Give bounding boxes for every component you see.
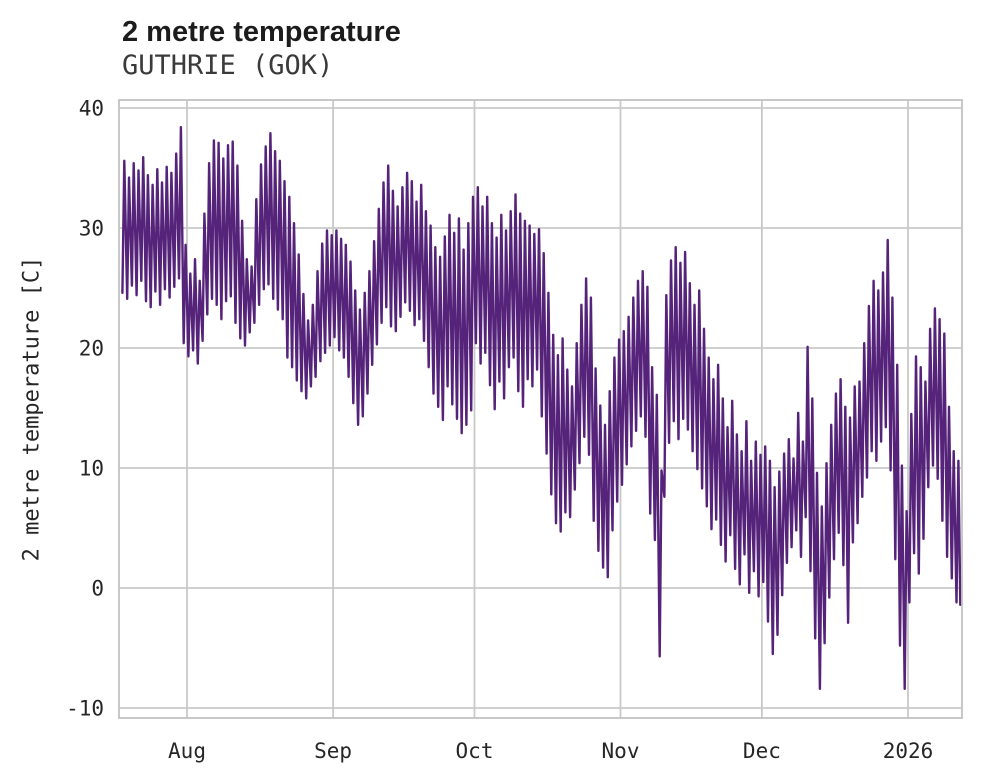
chart-title: 2 metre temperature [122, 16, 401, 48]
y-tick-label: -10 [66, 697, 104, 721]
chart-subtitle: GUTHRIE (GOK) [122, 50, 334, 81]
x-tick-label: Aug [168, 739, 206, 763]
x-tick-label: Sep [314, 739, 352, 763]
y-tick-label: 10 [79, 457, 104, 481]
plot-border [118, 99, 963, 719]
y-tick-label: 0 [91, 577, 104, 601]
x-tick-label: 2026 [883, 739, 934, 763]
y-tick-label: 30 [79, 217, 104, 241]
x-tick-label: Nov [602, 739, 640, 763]
x-tick-label: Dec [743, 739, 781, 763]
y-tick-label: 20 [79, 337, 104, 361]
x-tick-label: Oct [456, 739, 494, 763]
y-tick-label: 40 [79, 97, 104, 121]
temperature-line [121, 126, 962, 690]
